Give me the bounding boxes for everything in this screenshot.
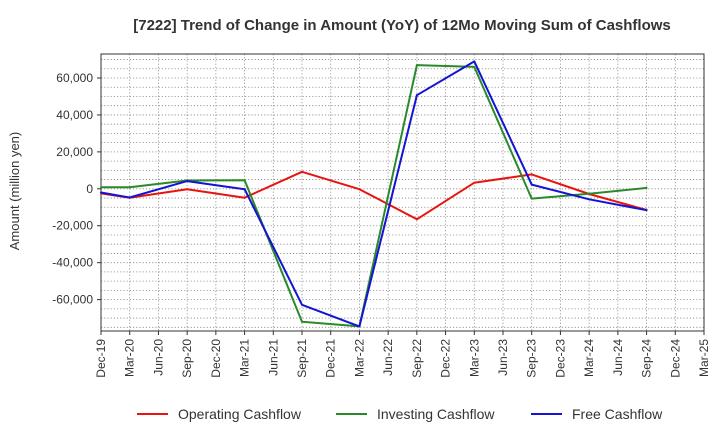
free-cashflow-point (645, 209, 648, 212)
plot-frame (100, 53, 705, 332)
x-tick-label: Mar-22 (352, 339, 366, 377)
x-tick-label: Mar-25 (697, 339, 711, 377)
x-tick-label: Jun-23 (496, 339, 510, 376)
x-tick-label: Dec-20 (209, 339, 223, 378)
free-cashflow-line (100, 60, 647, 328)
x-tick-label: Mar-24 (582, 339, 596, 377)
investing-cashflow-point (645, 186, 648, 189)
operating-cashflow-point (358, 188, 361, 191)
x-tick-label: Dec-24 (668, 339, 682, 378)
y-axis-label: Amount (million yen) (7, 132, 22, 251)
x-tick-label: Mar-23 (467, 339, 481, 377)
operating-cashflow-point (186, 188, 189, 191)
investing-cashflow-point (473, 65, 476, 68)
legend: Operating Cashflow Investing Cashflow Free… (137, 406, 663, 422)
legend-label-investing-cashflow: Investing Cashflow (377, 406, 495, 422)
investing-cashflow-point (128, 186, 131, 189)
free-cashflow-point (530, 183, 533, 186)
chart-title: [7222] Trend of Change in Amount (YoY) o… (133, 17, 671, 34)
investing-cashflow-point (243, 179, 246, 182)
free-cashflow-point (301, 303, 303, 306)
free-cashflow-point (588, 198, 591, 201)
x-tick-label: Sep-23 (525, 339, 539, 378)
investing-cashflow-point (415, 64, 418, 67)
x-tick-label: Sep-21 (295, 339, 309, 378)
grid (100, 54, 705, 331)
x-tick-label: Dec-21 (324, 339, 338, 378)
y-axis-ticks: 60,000 40,000 20,000 0 -20,000 -40,000 -60,000 (52, 71, 101, 307)
free-cashflow-point (415, 94, 418, 97)
x-tick-label: Jun-22 (381, 339, 395, 376)
y-tick-label: -20,000 (52, 219, 93, 233)
y-tick-label: 60,000 (56, 71, 93, 85)
x-tick-label: Mar-21 (238, 339, 252, 377)
x-tick-label: Dec-19 (94, 339, 108, 378)
legend-label-operating-cashflow: Operating Cashflow (178, 406, 302, 422)
x-tick-label: Mar-20 (123, 339, 137, 377)
x-tick-label: Sep-20 (180, 339, 194, 378)
x-tick-label: Jun-24 (611, 339, 625, 376)
investing-cashflow-point (100, 186, 102, 189)
series-lines (100, 60, 648, 328)
x-tick-label: Jun-20 (151, 339, 165, 376)
x-tick-label: Dec-22 (439, 339, 453, 378)
x-tick-label: Sep-24 (640, 339, 654, 378)
y-tick-label: -60,000 (52, 293, 93, 307)
legend-label-free-cashflow: Free Cashflow (572, 406, 663, 422)
y-tick-label: 40,000 (56, 108, 93, 122)
investing-cashflow-point (301, 320, 303, 323)
x-tick-label: Sep-22 (410, 339, 424, 378)
investing-cashflow-point (530, 197, 533, 200)
free-cashflow-point (100, 191, 102, 194)
free-cashflow-point (358, 325, 361, 328)
investing-cashflow-point (588, 192, 591, 195)
free-cashflow-point (473, 60, 476, 63)
operating-cashflow-point (243, 196, 246, 199)
operating-cashflow-point (415, 218, 418, 221)
y-tick-label: 0 (86, 182, 93, 196)
x-tick-label: Dec-23 (553, 339, 567, 378)
free-cashflow-point (186, 180, 189, 183)
y-tick-label: -40,000 (52, 256, 93, 270)
x-axis-ticks: Dec-19 Mar-20 Jun-20 Sep-20 Dec-20 Mar-21 Jun-… (94, 331, 711, 378)
free-cashflow-point (128, 196, 131, 199)
x-tick-label: Jun-21 (266, 339, 280, 376)
operating-cashflow-point (530, 173, 533, 176)
free-cashflow-point (243, 188, 246, 191)
operating-cashflow-point (473, 181, 476, 184)
operating-cashflow-point (301, 170, 303, 173)
y-tick-label: 20,000 (56, 145, 93, 159)
